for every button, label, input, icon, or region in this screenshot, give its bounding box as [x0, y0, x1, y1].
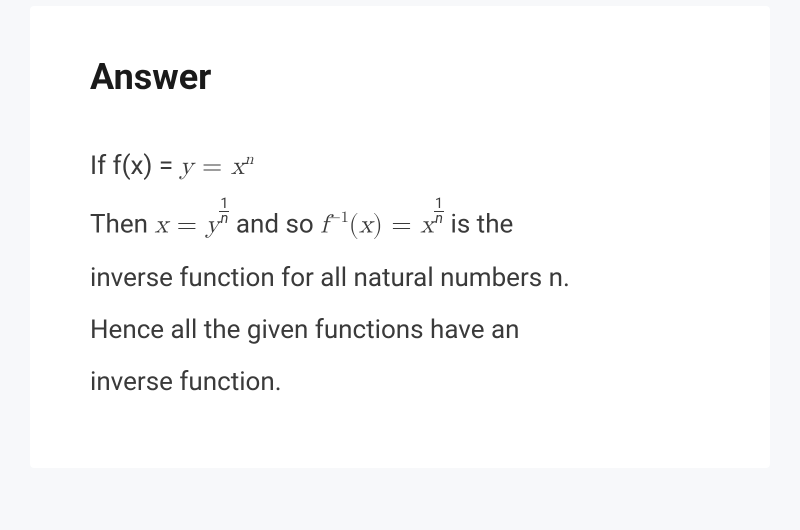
line2-andso: and so	[229, 210, 320, 240]
math-x: x	[231, 154, 245, 180]
frac1-den: n	[219, 212, 229, 226]
line-5: inverse function.	[90, 356, 710, 408]
math-x2: x	[154, 213, 168, 239]
frac2-num: 1	[434, 197, 444, 212]
math-y: y	[180, 154, 194, 180]
math-y2: y	[206, 213, 220, 239]
line1-prefix: If f(x) =	[90, 151, 180, 181]
answer-body: If f(x) = y = xn Then x = y1n and so f−1…	[90, 140, 710, 408]
math-lp: (	[349, 213, 359, 239]
math-eq3: =	[383, 213, 421, 239]
answer-card: Answer If f(x) = y = xn Then x = y1n and…	[30, 6, 770, 468]
line2-then: Then	[90, 210, 154, 240]
math-neg1: −1	[328, 210, 349, 226]
math-rp: )	[373, 213, 383, 239]
line-1: If f(x) = y = xn	[90, 140, 710, 193]
math-eq1: =	[193, 154, 231, 180]
line-4: Hence all the given functions have an	[90, 304, 710, 356]
line-3: inverse function for all natural numbers…	[90, 252, 710, 304]
math-f: f	[320, 213, 328, 239]
frac-1-over-n-b: 1n	[434, 197, 444, 227]
line-2: Then x = y1n and so f−1(x) = x1n is the	[90, 197, 710, 252]
frac-1-over-n-a: 1n	[219, 197, 229, 227]
frac2-den: n	[434, 212, 444, 226]
math-x4: x	[420, 213, 434, 239]
answer-heading: Answer	[90, 56, 710, 98]
line2-isthe: is the	[444, 210, 513, 240]
math-exp-n: n	[245, 152, 254, 168]
frac1-num: 1	[219, 197, 229, 212]
math-eq2: =	[168, 213, 206, 239]
math-x3: x	[359, 213, 373, 239]
